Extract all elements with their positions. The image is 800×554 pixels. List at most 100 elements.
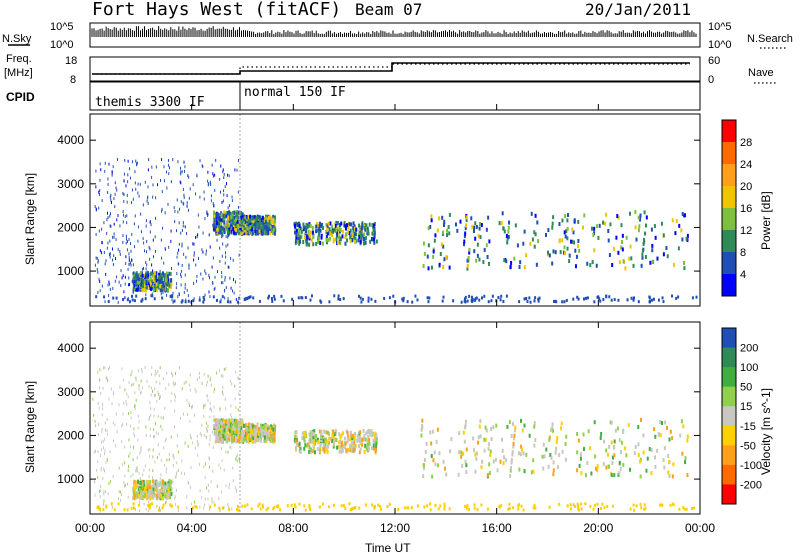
scatter-cell bbox=[253, 226, 256, 231]
scatter-cell bbox=[122, 297, 125, 301]
scatter-cell bbox=[170, 492, 173, 497]
scatter-cell bbox=[172, 300, 174, 304]
scatter-cell bbox=[475, 456, 478, 461]
scatter-cell bbox=[650, 471, 653, 476]
scatter-cell bbox=[97, 401, 99, 405]
scatter-cell bbox=[165, 287, 168, 292]
scatter-cell bbox=[130, 416, 132, 420]
scatter-cell bbox=[669, 503, 672, 507]
scatter-cell bbox=[113, 508, 116, 512]
scatter-cell bbox=[429, 430, 432, 435]
scatter-cell bbox=[168, 172, 170, 176]
scatter-cell bbox=[474, 469, 477, 474]
scatter-cell bbox=[140, 390, 142, 394]
scatter-cell bbox=[203, 414, 205, 418]
scatter-cell bbox=[606, 452, 609, 457]
scatter-cell bbox=[151, 489, 153, 493]
scatter-cell bbox=[261, 221, 264, 226]
scatter-cell bbox=[620, 245, 623, 250]
scatter-cell bbox=[632, 503, 635, 507]
scatter-cell bbox=[254, 433, 257, 438]
scatter-cell bbox=[228, 423, 231, 428]
n-sky-tick-top: 10^5 bbox=[50, 21, 74, 33]
scatter-cell bbox=[204, 476, 206, 480]
scatter-cell bbox=[133, 427, 135, 431]
scatter-cell bbox=[441, 299, 444, 303]
scatter-cell bbox=[272, 427, 275, 432]
scatter-cell bbox=[612, 246, 615, 251]
scatter-cell bbox=[195, 390, 197, 394]
scatter-cell bbox=[644, 254, 647, 259]
scatter-cell bbox=[193, 297, 195, 301]
scatter-cell bbox=[365, 223, 368, 228]
scatter-cell bbox=[227, 216, 230, 221]
colorbar-swatch bbox=[722, 328, 736, 349]
scatter-cell bbox=[225, 450, 227, 454]
scatter-cell bbox=[480, 222, 483, 227]
scatter-cell bbox=[118, 403, 120, 407]
scatter-cell bbox=[225, 223, 228, 228]
scatter-cell bbox=[237, 210, 240, 215]
scatter-cell bbox=[167, 488, 170, 493]
scatter-cell bbox=[635, 504, 638, 508]
scatter-cell bbox=[244, 297, 247, 301]
scatter-cell bbox=[182, 187, 184, 191]
scatter-cell bbox=[544, 232, 547, 237]
scatter-cell bbox=[169, 484, 172, 489]
scatter-cell bbox=[319, 228, 322, 233]
scatter-cell bbox=[484, 437, 487, 442]
scatter-cell bbox=[461, 463, 464, 468]
scatter-cell bbox=[256, 230, 259, 235]
scatter-cell bbox=[228, 435, 230, 439]
scatter-cell bbox=[601, 502, 604, 506]
scatter-cell bbox=[560, 421, 563, 426]
velocity-y-axis-label: Slant Range [km] bbox=[23, 381, 37, 473]
scatter-cell bbox=[131, 232, 133, 236]
scatter-cell bbox=[177, 251, 179, 255]
scatter-cell bbox=[240, 426, 243, 431]
scatter-cell bbox=[296, 442, 299, 447]
scatter-cell bbox=[602, 298, 605, 302]
scatter-cell bbox=[508, 419, 511, 424]
scatter-cell bbox=[164, 463, 166, 467]
scatter-cell bbox=[510, 460, 513, 465]
scatter-cell bbox=[328, 227, 331, 232]
colorbar-tick-label: 12 bbox=[740, 225, 752, 237]
scatter-cell bbox=[436, 427, 439, 432]
scatter-cell bbox=[201, 433, 203, 437]
scatter-cell bbox=[160, 285, 163, 290]
scatter-cell bbox=[198, 375, 200, 379]
scatter-cell bbox=[253, 437, 256, 442]
scatter-cell bbox=[183, 202, 185, 206]
scatter-cell bbox=[645, 468, 648, 473]
scatter-cell bbox=[383, 296, 386, 300]
scatter-cell bbox=[235, 214, 238, 219]
scatter-cell bbox=[227, 436, 230, 441]
scatter-cell bbox=[229, 431, 232, 436]
scatter-cell bbox=[366, 442, 369, 447]
scatter-cell bbox=[472, 436, 475, 441]
scatter-cell bbox=[520, 504, 523, 508]
scatter-cell bbox=[212, 469, 214, 473]
scatter-cell bbox=[235, 211, 238, 216]
scatter-cell bbox=[348, 437, 351, 442]
scatter-cell bbox=[377, 503, 380, 507]
scatter-cell bbox=[110, 200, 112, 204]
scatter-cell bbox=[296, 222, 299, 227]
scatter-cell bbox=[181, 170, 183, 174]
scatter-cell bbox=[165, 387, 167, 391]
scatter-cell bbox=[573, 218, 576, 223]
scatter-cell bbox=[322, 447, 325, 452]
scatter-cell bbox=[200, 272, 202, 276]
scatter-cell bbox=[295, 234, 298, 239]
scatter-cell bbox=[195, 505, 198, 509]
scatter-cell bbox=[309, 432, 312, 437]
scatter-cell bbox=[514, 425, 517, 430]
scatter-cell bbox=[426, 296, 429, 300]
scatter-cell bbox=[235, 435, 237, 439]
scatter-cell bbox=[176, 444, 178, 448]
scatter-cell bbox=[209, 415, 211, 419]
scatter-cell bbox=[566, 226, 569, 231]
scatter-cell bbox=[156, 455, 158, 459]
x-tick-label: 08:00 bbox=[278, 521, 308, 535]
